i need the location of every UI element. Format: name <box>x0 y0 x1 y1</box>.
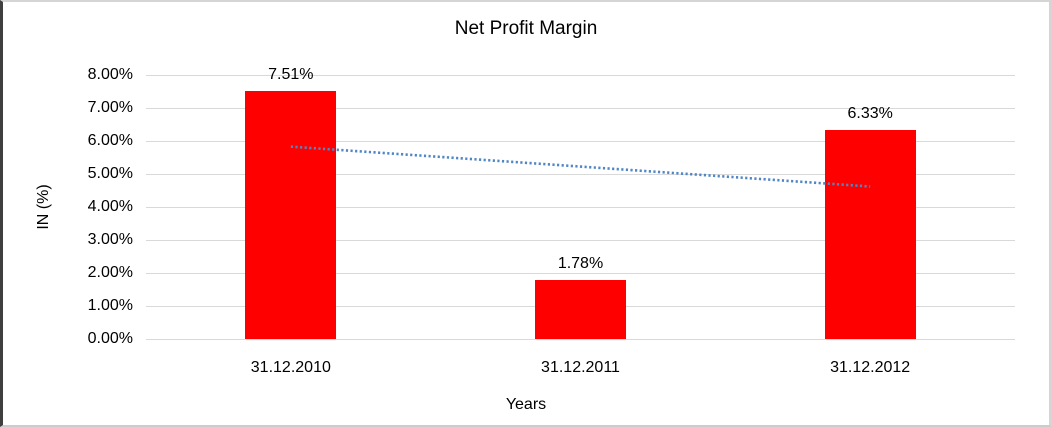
gridline <box>146 272 1015 274</box>
bar-data-label: 7.51% <box>268 66 314 84</box>
gridline <box>146 74 1015 76</box>
bar-data-label: 6.33% <box>847 105 893 123</box>
bar-data-label: 1.78% <box>557 255 604 273</box>
bar <box>535 280 626 339</box>
bar <box>824 130 916 339</box>
chart-title: Net Profit Margin <box>454 18 598 39</box>
gridline <box>146 239 1015 241</box>
y-tick-label: 0.00% <box>87 330 133 347</box>
x-tick-label: 31.12.2010 <box>250 359 331 376</box>
y-tick-label: 3.00% <box>87 231 133 248</box>
y-tick-label: 5.00% <box>87 165 133 182</box>
y-tick-label: 8.00% <box>87 66 133 83</box>
x-axis-title: Years <box>505 396 547 413</box>
bar <box>245 91 337 339</box>
y-tick-label: 6.00% <box>87 132 133 149</box>
trendline <box>290 145 871 188</box>
y-tick-label: 4.00% <box>87 198 133 215</box>
y-tick-label: 7.00% <box>87 99 133 116</box>
gridline <box>146 173 1015 175</box>
y-tick-label: 1.00% <box>87 297 133 314</box>
gridline <box>146 107 1015 109</box>
gridline <box>146 338 1015 340</box>
gridline <box>146 140 1015 142</box>
gridline <box>146 206 1015 208</box>
y-tick-label: 2.00% <box>87 264 133 281</box>
x-tick-label: 31.12.2011 <box>541 359 620 376</box>
x-tick-label: 31.12.2012 <box>830 359 911 376</box>
